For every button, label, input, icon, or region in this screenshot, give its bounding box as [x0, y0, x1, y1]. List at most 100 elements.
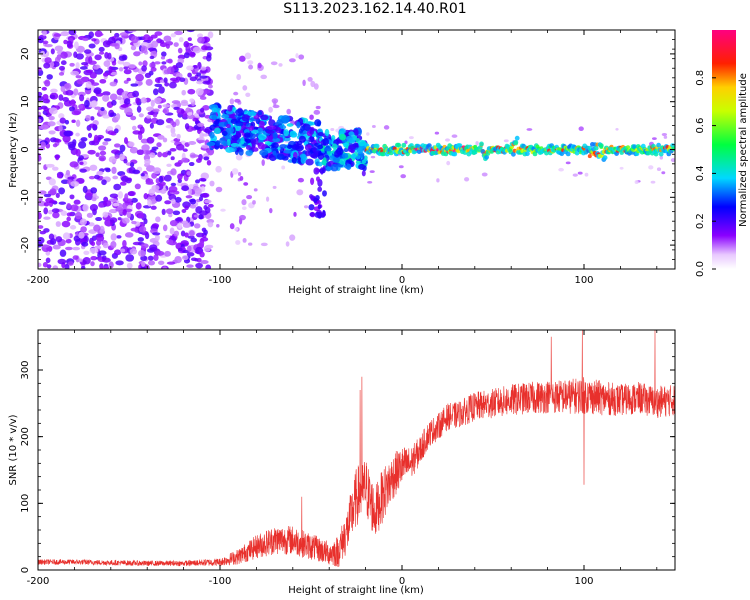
spectrogram-cell	[464, 177, 470, 182]
spectrogram-cell	[305, 150, 311, 157]
spectrogram-cell	[559, 151, 565, 157]
snr-x-ticks: -200 -100 0 100	[27, 330, 658, 587]
spectrogram-cell	[670, 158, 675, 163]
spectrogram-cell	[253, 188, 258, 192]
spectrogram-cell	[148, 188, 155, 196]
spectrogram-cell	[307, 144, 312, 149]
spectrogram-cell	[109, 112, 117, 117]
spectrogram-cell	[77, 91, 86, 97]
spectrogram-cell	[49, 238, 57, 246]
spectrogram-cell	[266, 196, 270, 202]
spectrogram-cell	[260, 74, 268, 80]
spectrogram-cell	[48, 115, 56, 121]
spectrogram-cell	[119, 98, 125, 105]
spectrogram-cell	[141, 261, 146, 268]
spectrogram-cell	[143, 218, 148, 225]
spectrogram-cell	[63, 83, 70, 89]
spectrogram-cell	[149, 244, 158, 251]
spectrogram-cell	[658, 151, 664, 157]
spectrogram-cell	[58, 201, 67, 205]
spectrogram-cell	[648, 165, 654, 170]
spectrogram-cell	[153, 254, 159, 261]
spectrogram-cell	[276, 153, 285, 161]
spectrogram-cell	[195, 88, 204, 96]
spectrogram-cell	[73, 41, 79, 49]
spectrogram-cell	[60, 179, 70, 184]
spectrogram-cell	[58, 187, 66, 195]
spectrogram-cell	[260, 242, 268, 247]
spectrogram-cell	[150, 40, 159, 48]
spectrogram-cell	[135, 97, 140, 104]
spectrogram-cell	[56, 174, 63, 179]
spectrogram-cell	[257, 62, 262, 69]
spectrogram-cell	[88, 43, 96, 49]
spectrogram-cell	[178, 37, 184, 43]
spectrogram-cell	[315, 168, 321, 173]
spectrogram-cell	[315, 105, 321, 110]
spectrogram-cell	[619, 166, 624, 170]
snr-y-ticks: 0 100 200 300	[20, 329, 675, 573]
spectrogram-cell	[155, 194, 163, 202]
spectrogram-cell	[117, 217, 122, 221]
spectrogram-cell	[78, 231, 85, 239]
spectrogram-cell	[186, 264, 194, 268]
spectrogram-cell	[192, 46, 201, 54]
spectrogram-cell	[214, 127, 221, 134]
spectrogram-cell	[184, 123, 190, 130]
spectrogram-cell	[177, 247, 183, 252]
spectrogram-cell	[98, 250, 107, 256]
spectrogram-cell	[324, 147, 332, 152]
spectrogram-cell	[164, 82, 170, 87]
spectrogram-cell	[201, 227, 207, 232]
spectrogram-cell	[123, 158, 128, 164]
spectrogram-cell	[312, 147, 317, 153]
spectrogram-cell	[130, 45, 137, 51]
spectrogram-cell	[129, 248, 138, 255]
spectrogram-cell	[372, 148, 377, 154]
spectrogram-cell	[233, 91, 239, 96]
spectrogram-cell	[144, 72, 152, 79]
spectrogram-cell	[180, 101, 189, 107]
spectrogram-cell	[47, 209, 53, 215]
spectrogram-cell	[235, 154, 243, 161]
spectrogram-cell	[289, 234, 296, 241]
spectrogram-y-axis-label: Frequency (Hz)	[8, 112, 19, 188]
spectrogram-cell	[173, 42, 179, 47]
spectrogram-cell	[146, 136, 155, 144]
spectrogram-cell	[245, 144, 252, 151]
spectrogram-cell	[42, 40, 49, 45]
spectrogram-cell	[52, 244, 61, 250]
spectrogram-cell	[514, 135, 520, 141]
spectrogram-cell	[338, 128, 346, 135]
spectrogram-cell	[317, 131, 324, 137]
spectrogram-cell	[75, 62, 80, 70]
spectrogram-cell	[230, 118, 238, 124]
spectrogram-cell	[155, 216, 161, 223]
spectrogram-cell	[157, 104, 162, 109]
spectrogram-cell	[215, 140, 221, 147]
spectrogram-cell	[281, 165, 286, 170]
spectrogram-cell	[57, 258, 67, 265]
spectrogram-cell	[481, 172, 488, 177]
spectrogram-cell	[125, 177, 132, 184]
spectrogram-cell	[157, 135, 165, 140]
spectrogram-cell	[121, 91, 130, 99]
spectrogram-cell	[170, 156, 175, 161]
spectrogram-cell	[206, 160, 212, 166]
colorbar-tick-label: 0.2	[695, 213, 706, 229]
spectrogram-cell	[220, 208, 226, 212]
spectrogram-y-tick-label: -10	[20, 189, 31, 205]
spectrogram-cell	[64, 119, 70, 125]
spectrogram-cell	[173, 230, 180, 237]
spectrogram-cell	[310, 177, 315, 186]
spectrogram-cell	[199, 240, 205, 247]
spectrogram-cell	[140, 173, 145, 177]
spectrogram-cell	[60, 60, 67, 66]
spectrogram-cell	[308, 204, 315, 211]
spectrogram-cell	[207, 31, 214, 39]
colorbar-gradient	[712, 30, 736, 269]
spectrogram-cell	[120, 181, 127, 186]
spectrogram-cell	[170, 168, 177, 176]
spectrogram-cell	[85, 81, 92, 89]
